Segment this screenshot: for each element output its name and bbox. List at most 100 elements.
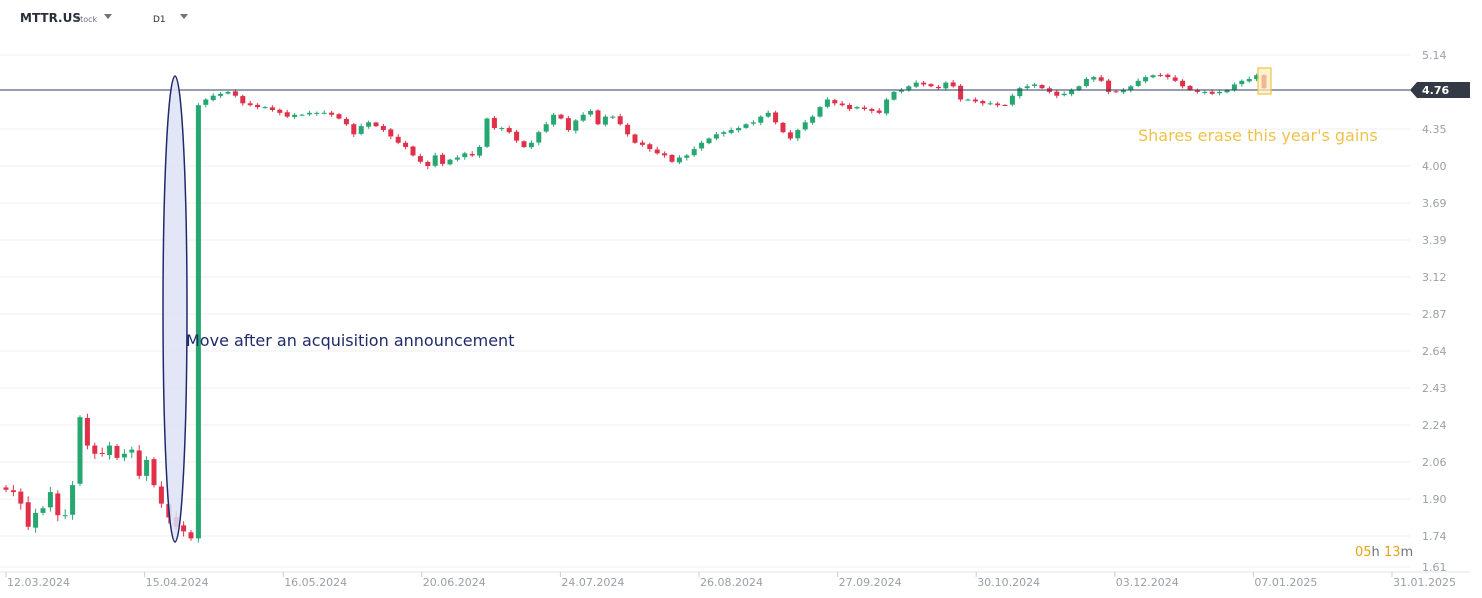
candle — [758, 115, 764, 126]
candle-body — [1061, 93, 1067, 96]
candle-body — [247, 103, 253, 106]
candle — [262, 106, 268, 109]
candle-body — [1120, 90, 1126, 93]
candle-body — [440, 154, 446, 164]
symbol-chevron-down-icon[interactable] — [104, 14, 112, 19]
candle — [447, 158, 453, 166]
candle — [869, 107, 875, 114]
candle — [662, 151, 668, 158]
candle-body — [195, 105, 201, 539]
candle-body — [491, 117, 497, 129]
candle-body — [1032, 84, 1038, 86]
candle-body — [373, 122, 379, 127]
candle-body — [980, 101, 986, 104]
symbol-name[interactable]: MTTR.US — [20, 11, 81, 25]
candle — [40, 505, 46, 516]
candle-body — [573, 120, 579, 131]
candle-body — [1202, 91, 1208, 93]
candle — [958, 84, 964, 102]
candle — [773, 110, 779, 125]
candle — [669, 153, 675, 163]
candle-body — [935, 86, 941, 89]
x-tick-label: 16.05.2024 — [284, 576, 347, 589]
candle — [1091, 75, 1097, 82]
candle-body — [958, 85, 964, 100]
candle-body — [995, 103, 1001, 106]
candle — [1194, 88, 1200, 94]
candle-body — [366, 122, 372, 127]
candle-body — [565, 118, 571, 131]
candle — [602, 114, 608, 127]
candle-body — [499, 128, 505, 130]
candle-body — [262, 107, 268, 109]
candle-body — [654, 149, 660, 154]
candle — [884, 97, 890, 116]
candle-body — [972, 99, 978, 102]
candle-body — [47, 492, 53, 508]
timer-hours: 05 — [1355, 545, 1372, 560]
candle-body — [277, 109, 283, 113]
candle-body — [314, 112, 320, 114]
candle-body — [255, 104, 261, 108]
candle — [321, 110, 327, 115]
candle-body — [425, 161, 431, 166]
candle-body — [1157, 75, 1163, 77]
candle — [107, 441, 113, 460]
candle — [906, 85, 912, 92]
candle — [1032, 82, 1038, 88]
candle-body — [10, 490, 16, 493]
candle-body — [1209, 91, 1215, 94]
candle-body — [706, 138, 712, 144]
candle-body — [632, 134, 638, 143]
candle — [1106, 78, 1112, 94]
candle — [55, 490, 61, 522]
candle — [292, 113, 298, 120]
candle — [588, 109, 594, 117]
candle-body — [144, 459, 150, 476]
candle — [987, 100, 993, 106]
x-tick-label: 26.08.2024 — [700, 576, 763, 589]
candle-body — [284, 112, 290, 117]
candle — [891, 90, 897, 101]
timer-minutes: 13 — [1383, 545, 1401, 560]
timer-h-unit: h — [1371, 545, 1380, 560]
candle-body — [965, 99, 971, 101]
candle-body — [1180, 80, 1186, 87]
candle — [558, 113, 564, 120]
candle-body — [580, 114, 586, 121]
x-tick-label: 12.03.2024 — [7, 576, 70, 589]
candle-body — [99, 452, 105, 454]
candle-body — [913, 82, 919, 87]
candle — [240, 94, 246, 106]
chart-toolbar: MTTR.US Stock D1 — [0, 0, 1482, 36]
x-tick-label: 24.07.2024 — [561, 576, 624, 589]
candle — [1157, 73, 1163, 77]
candle — [861, 105, 867, 111]
candle — [25, 496, 31, 530]
timeframe-selector[interactable]: D1 — [153, 15, 166, 25]
candle-body — [129, 449, 135, 453]
candle-body — [1039, 85, 1045, 89]
timeframe-chevron-down-icon[interactable] — [180, 14, 188, 19]
candle — [728, 127, 734, 135]
x-tick-label: 30.10.2024 — [977, 576, 1040, 589]
candle — [136, 445, 142, 480]
grid-lines — [0, 54, 1470, 573]
candle-body — [699, 142, 705, 149]
candle — [972, 97, 978, 104]
candle — [499, 126, 505, 132]
y-tick-label: 4.00 — [1422, 160, 1447, 173]
candle — [898, 87, 904, 94]
candle — [477, 145, 483, 158]
candle — [469, 151, 475, 157]
candle-body — [869, 109, 875, 111]
candle-body — [728, 130, 734, 133]
candle-body — [950, 82, 956, 87]
candle — [203, 98, 209, 108]
candle — [432, 152, 438, 168]
candle-body — [203, 99, 209, 105]
candle — [373, 121, 379, 128]
candle-body — [647, 144, 653, 150]
candle — [366, 120, 372, 129]
